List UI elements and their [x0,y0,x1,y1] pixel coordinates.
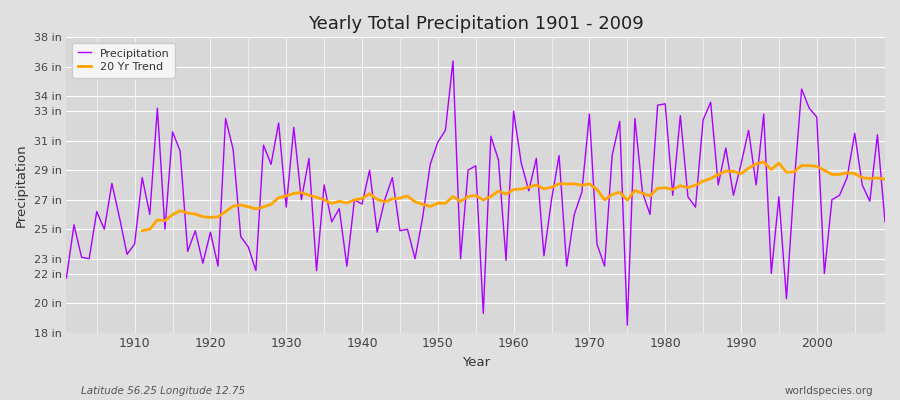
20 Yr Trend [531,182,542,187]
Title: Yearly Total Precipitation 1901 - 2009: Yearly Total Precipitation 1901 - 2009 [308,15,644,33]
Precipitation [122,252,132,257]
Precipitation [516,160,526,165]
Precipitation [61,276,72,280]
Legend: Precipitation, 20 Yr Trend: Precipitation, 20 Yr Trend [72,43,176,78]
Text: Latitude 56.25 Longitude 12.75: Latitude 56.25 Longitude 12.75 [81,386,245,396]
Precipitation [447,58,458,63]
20 Yr Trend [311,195,322,200]
Y-axis label: Precipitation: Precipitation [15,143,28,227]
Text: worldspecies.org: worldspecies.org [785,386,873,396]
20 Yr Trend [759,160,769,164]
20 Yr Trend [137,228,148,233]
Precipitation [607,153,617,158]
Precipitation [622,323,633,328]
Precipitation [288,125,299,130]
20 Yr Trend [508,187,519,192]
20 Yr Trend [364,191,375,196]
Precipitation [334,206,345,211]
20 Yr Trend [879,177,890,182]
20 Yr Trend [334,199,345,204]
Line: Precipitation: Precipitation [67,61,885,325]
Precipitation [879,220,890,224]
20 Yr Trend [720,169,731,174]
Precipitation [508,109,519,114]
X-axis label: Year: Year [462,356,490,369]
Line: 20 Yr Trend: 20 Yr Trend [142,162,885,230]
